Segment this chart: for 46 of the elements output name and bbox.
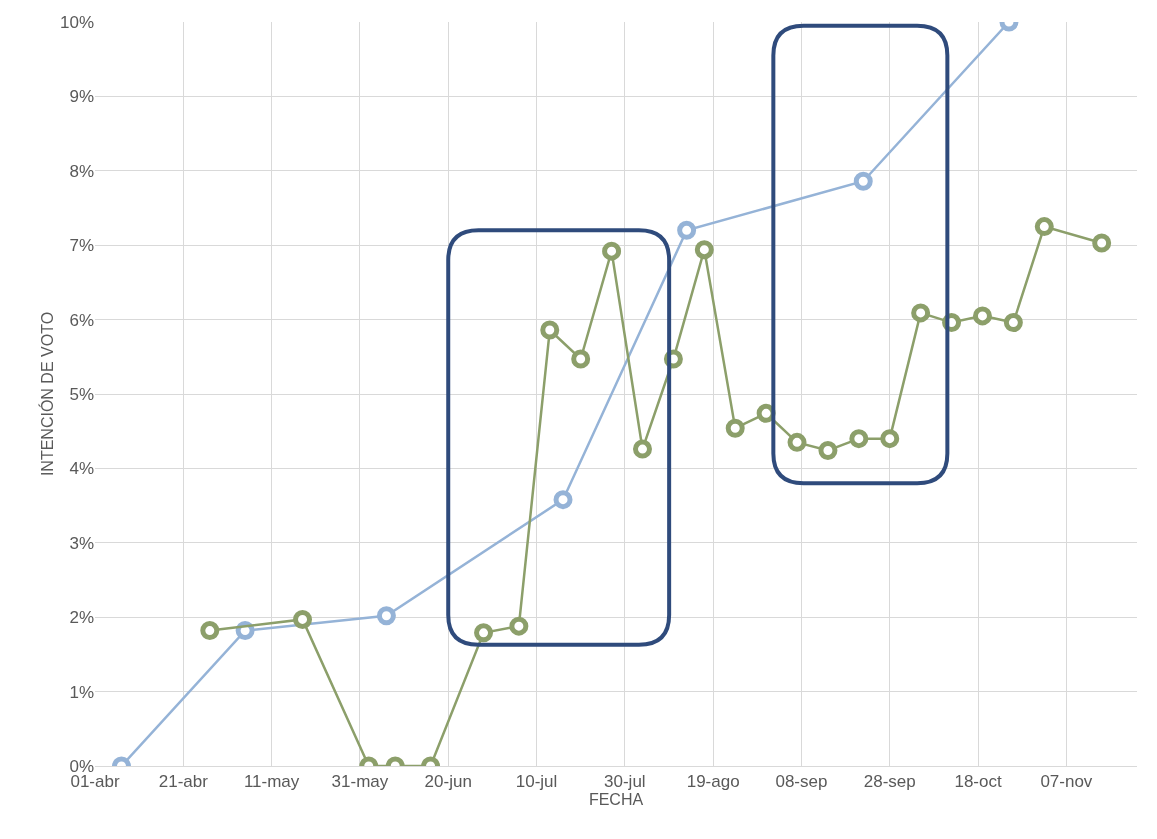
point [725, 418, 745, 438]
x-tick-label: 28-sep [863, 772, 916, 792]
point [474, 623, 494, 643]
y-tick-label: 3% [69, 533, 94, 553]
point [553, 490, 573, 510]
point [911, 303, 931, 323]
x-tick-label: 20-jun [424, 772, 472, 792]
x-tick-label: 19-ago [686, 772, 740, 792]
point [376, 606, 396, 626]
y-tick-label: 9% [69, 87, 94, 107]
point [818, 441, 838, 461]
point [694, 240, 714, 260]
x-tick-label: 21-abr [158, 772, 209, 792]
point [677, 220, 697, 240]
x-tick-label: 11-may [243, 772, 300, 792]
x-axis-title: FECHA [588, 791, 644, 809]
point [972, 306, 992, 326]
point [293, 609, 313, 629]
point [200, 621, 220, 641]
y-tick-label: 5% [69, 384, 94, 404]
y-tick-label: 7% [69, 236, 94, 256]
point [633, 439, 652, 459]
y-tick-label: 1% [69, 682, 94, 702]
point [849, 429, 869, 449]
point [1034, 217, 1054, 237]
x-tick-label: 31-may [331, 772, 389, 792]
point [602, 241, 622, 261]
y-tick-label: 2% [69, 608, 94, 628]
x-tick-label: 18-oct [954, 772, 1002, 792]
x-tick-label: 07-nov [1040, 772, 1093, 792]
point [853, 171, 873, 191]
point [540, 320, 560, 340]
x-tick-label: 10-jul [515, 772, 558, 792]
point [787, 432, 807, 452]
point [1003, 313, 1023, 333]
y-axis-title: INTENCIÓN DE VOTO [38, 311, 56, 477]
y-tick-label: 6% [69, 310, 94, 330]
point [571, 349, 591, 369]
point [509, 616, 529, 636]
y-tick-label: 10% [59, 12, 94, 32]
point [1092, 233, 1112, 253]
y-tick-label: 8% [69, 161, 94, 181]
point [880, 429, 900, 449]
x-tick-label: 08-sep [775, 772, 828, 792]
x-tick-label: 30-jul [604, 772, 646, 792]
y-tick-label: 4% [69, 459, 94, 479]
